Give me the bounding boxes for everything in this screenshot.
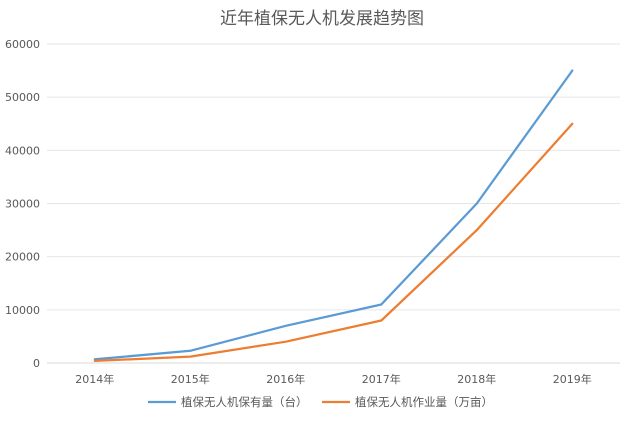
series-line-1 [93, 69, 574, 361]
x-tick-label: 2015年 [171, 372, 210, 386]
legend-label-2: 植保无人机作业量（万亩） [355, 395, 493, 409]
legend-label-1: 植保无人机保有量（台） [181, 395, 308, 409]
y-tick-label: 20000 [5, 251, 40, 264]
series-lines [93, 69, 574, 363]
y-tick-label: 0 [33, 357, 40, 370]
y-tick-label: 10000 [5, 304, 40, 317]
x-tick-label: 2018年 [457, 372, 496, 386]
y-tick-label: 40000 [5, 144, 40, 157]
x-tick-label: 2017年 [362, 372, 401, 386]
y-tick-label: 60000 [5, 38, 40, 51]
gridlines [47, 43, 620, 364]
x-axis-ticks: 2014年 2015年 2016年 2017年 2018年 2019年 [75, 372, 592, 386]
x-tick-label: 2014年 [75, 372, 114, 386]
series-line-2 [93, 122, 574, 363]
x-tick-label: 2016年 [266, 372, 305, 386]
y-tick-label: 30000 [5, 198, 40, 211]
y-tick-label: 50000 [5, 91, 40, 104]
x-tick-label: 2019年 [553, 372, 592, 386]
chart-title: 近年植保无人机发展趋势图 [220, 9, 424, 29]
y-axis-ticks: 0 10000 20000 30000 40000 50000 60000 [5, 38, 40, 370]
legend: 植保无人机保有量（台） 植保无人机作业量（万亩） [148, 395, 493, 409]
